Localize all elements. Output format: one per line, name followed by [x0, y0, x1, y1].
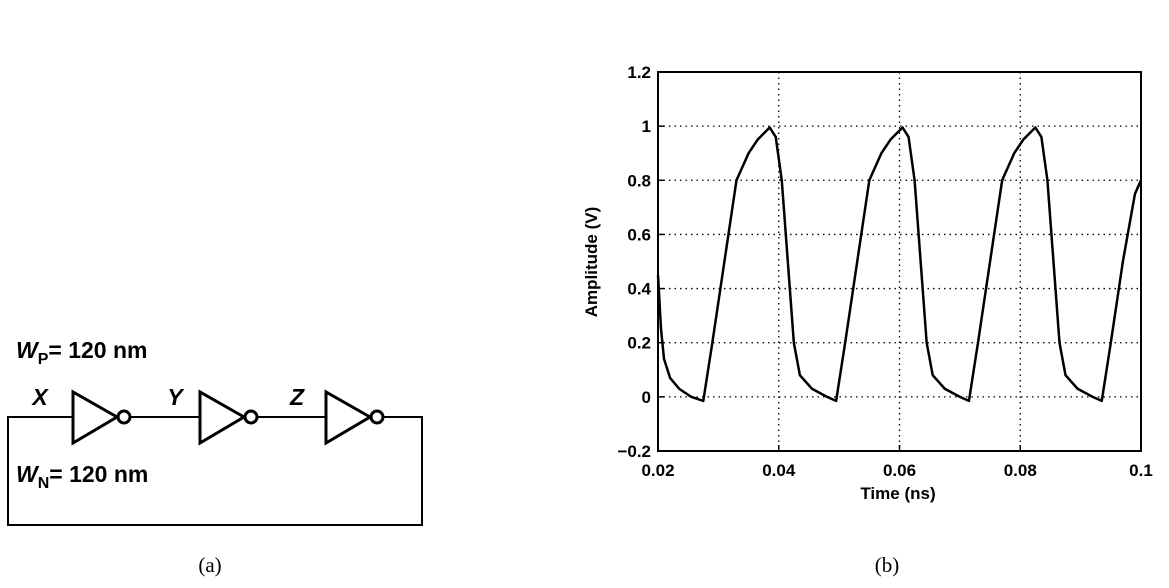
inverter: [324, 389, 373, 446]
inverter: [71, 389, 120, 446]
y-tick-label: 0.4: [627, 280, 651, 299]
y-tick-label: 1: [642, 117, 651, 136]
feedback-wire: [7, 416, 423, 526]
caption: (a): [198, 553, 221, 577]
inverter-bubble: [116, 409, 132, 425]
line-series: [656, 126, 1143, 403]
circuit: [7, 389, 423, 526]
x-tick-label: 0.04: [762, 461, 796, 480]
x-tick-label: 0.02: [641, 461, 674, 480]
y-tick-label: −0.2: [617, 442, 651, 461]
y-tick-label: 0.2: [627, 334, 651, 353]
node-label: Z: [289, 384, 305, 410]
y-tick-label: 0.6: [627, 225, 651, 244]
x-axis-label: Time (ns): [860, 484, 935, 503]
x-tick-label: 0.1: [1129, 461, 1153, 480]
wn-label: WN= 120 nm: [16, 461, 148, 492]
caption: (b): [875, 553, 900, 577]
x-tick-label: 0.06: [883, 461, 916, 480]
inverter-bubble: [243, 409, 259, 425]
y-tick-label: 0: [642, 388, 651, 407]
inverter: [198, 389, 247, 446]
x-tick-label: 0.08: [1004, 461, 1037, 480]
wp-label: WP= 120 nm: [16, 337, 147, 368]
plot-frame: [657, 71, 1142, 452]
y-tick-label: 0.8: [627, 171, 651, 190]
node-label: X: [30, 384, 49, 410]
y-tick-label: 1.2: [627, 63, 651, 82]
node-label: Y: [167, 384, 185, 410]
inverter-bubble: [369, 409, 385, 425]
y-axis-label: Amplitude (V): [582, 207, 601, 318]
